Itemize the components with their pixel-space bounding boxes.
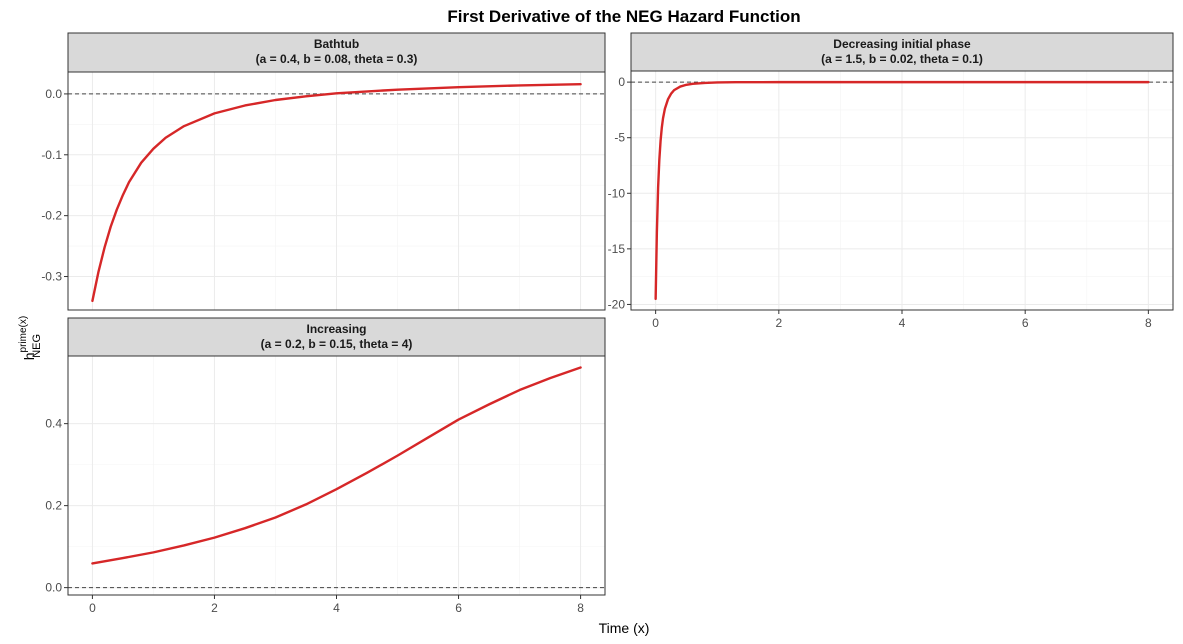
- series-line: [91, 366, 582, 565]
- y-axis-label-subscript: NEG: [31, 334, 43, 358]
- strip-background: [630, 32, 1174, 72]
- y-tick-label: -5: [614, 131, 625, 145]
- series-line: [91, 82, 582, 303]
- panel-decreasing-initial-phase: Decreasing initial phase(a = 1.5, b = 0.…: [608, 32, 1174, 330]
- x-tick-label: 4: [333, 601, 340, 615]
- x-tick-label: 2: [775, 316, 782, 330]
- x-tick-label: 6: [455, 601, 462, 615]
- y-tick-label: 0.0: [45, 87, 62, 101]
- x-tick-label: 2: [211, 601, 218, 615]
- y-tick-label: 0.2: [45, 499, 62, 513]
- series-line: [654, 80, 1150, 301]
- y-tick-label: -0.2: [41, 209, 62, 223]
- panel-increasing: Increasing(a = 0.2, b = 0.15, theta = 4)…: [45, 317, 606, 615]
- x-tick-label: 0: [652, 316, 659, 330]
- y-tick-label: 0.0: [45, 581, 62, 595]
- strip-subtitle: (a = 1.5, b = 0.02, theta = 0.1): [821, 52, 983, 66]
- x-tick-label: 8: [1145, 316, 1152, 330]
- y-axis-label: hprime(x) NEG: [18, 316, 43, 360]
- y-tick-label: -0.3: [41, 270, 62, 284]
- y-axis-label-superscript: prime(x): [18, 316, 29, 353]
- y-axis-label-base: h: [21, 352, 37, 360]
- strip-title: Bathtub: [314, 37, 359, 51]
- y-tick-label: -10: [608, 186, 626, 200]
- svg-text:hprime(x)NEG: hprime(x) NEG: [18, 316, 43, 360]
- panel-bathtub: Bathtub(a = 0.4, b = 0.08, theta = 0.3) 0…: [41, 32, 606, 311]
- x-tick-label: 0: [89, 601, 96, 615]
- y-tick-label: -15: [608, 242, 626, 256]
- y-tick-label: -20: [608, 297, 626, 311]
- x-tick-label: 4: [899, 316, 906, 330]
- y-tick-label: 0: [618, 75, 625, 89]
- strip-subtitle: (a = 0.2, b = 0.15, theta = 4): [261, 337, 413, 351]
- x-tick-label: 8: [577, 601, 584, 615]
- y-tick-label: -0.1: [41, 148, 62, 162]
- strip-title: Decreasing initial phase: [833, 37, 971, 51]
- chart-title: First Derivative of the NEG Hazard Funct…: [447, 7, 800, 26]
- y-tick-label: 0.4: [45, 417, 62, 431]
- strip-subtitle: (a = 0.4, b = 0.08, theta = 0.3): [256, 52, 418, 66]
- x-axis-label: Time (x): [599, 620, 650, 636]
- strip-title: Increasing: [306, 322, 366, 336]
- x-tick-label: 6: [1022, 316, 1029, 330]
- panel-border: [67, 71, 606, 311]
